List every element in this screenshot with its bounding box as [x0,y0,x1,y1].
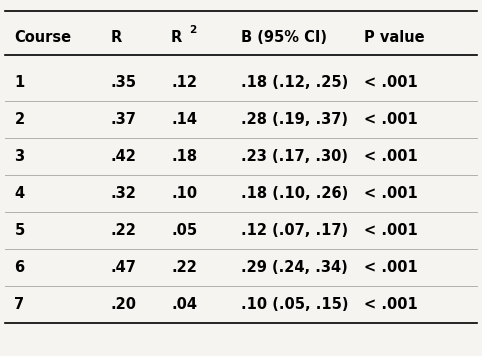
Text: R: R [111,30,122,45]
Text: .32: .32 [111,186,137,201]
Text: 5: 5 [14,223,25,238]
Text: 4: 4 [14,186,25,201]
Text: .47: .47 [111,260,137,275]
Text: < .001: < .001 [364,260,418,275]
Text: .28 (.19, .37): .28 (.19, .37) [241,112,348,127]
Text: .42: .42 [111,149,137,164]
Text: < .001: < .001 [364,112,418,127]
Text: .35: .35 [111,75,137,90]
Text: .14: .14 [171,112,197,127]
Text: .23 (.17, .30): .23 (.17, .30) [241,149,348,164]
Text: .22: .22 [111,223,137,238]
Text: P value: P value [364,30,425,45]
Text: < .001: < .001 [364,223,418,238]
Text: .37: .37 [111,112,137,127]
Text: < .001: < .001 [364,186,418,201]
Text: Course: Course [14,30,72,45]
Text: .20: .20 [111,297,137,312]
Text: .18 (.12, .25): .18 (.12, .25) [241,75,348,90]
Text: 7: 7 [14,297,25,312]
Text: 3: 3 [14,149,25,164]
Text: .18 (.10, .26): .18 (.10, .26) [241,186,348,201]
Text: R: R [171,30,182,45]
Text: < .001: < .001 [364,297,418,312]
Text: .29 (.24, .34): .29 (.24, .34) [241,260,348,275]
Text: .22: .22 [171,260,197,275]
Text: B (95% CI): B (95% CI) [241,30,327,45]
Text: .18: .18 [171,149,197,164]
Text: .12 (.07, .17): .12 (.07, .17) [241,223,348,238]
Text: < .001: < .001 [364,75,418,90]
Text: < .001: < .001 [364,149,418,164]
Text: 2: 2 [14,112,25,127]
Text: .10: .10 [171,186,197,201]
Text: 6: 6 [14,260,25,275]
Text: .10 (.05, .15): .10 (.05, .15) [241,297,348,312]
Text: .04: .04 [171,297,197,312]
Text: .12: .12 [171,75,197,90]
Text: 1: 1 [14,75,25,90]
Text: 2: 2 [189,25,197,35]
Text: .05: .05 [171,223,197,238]
